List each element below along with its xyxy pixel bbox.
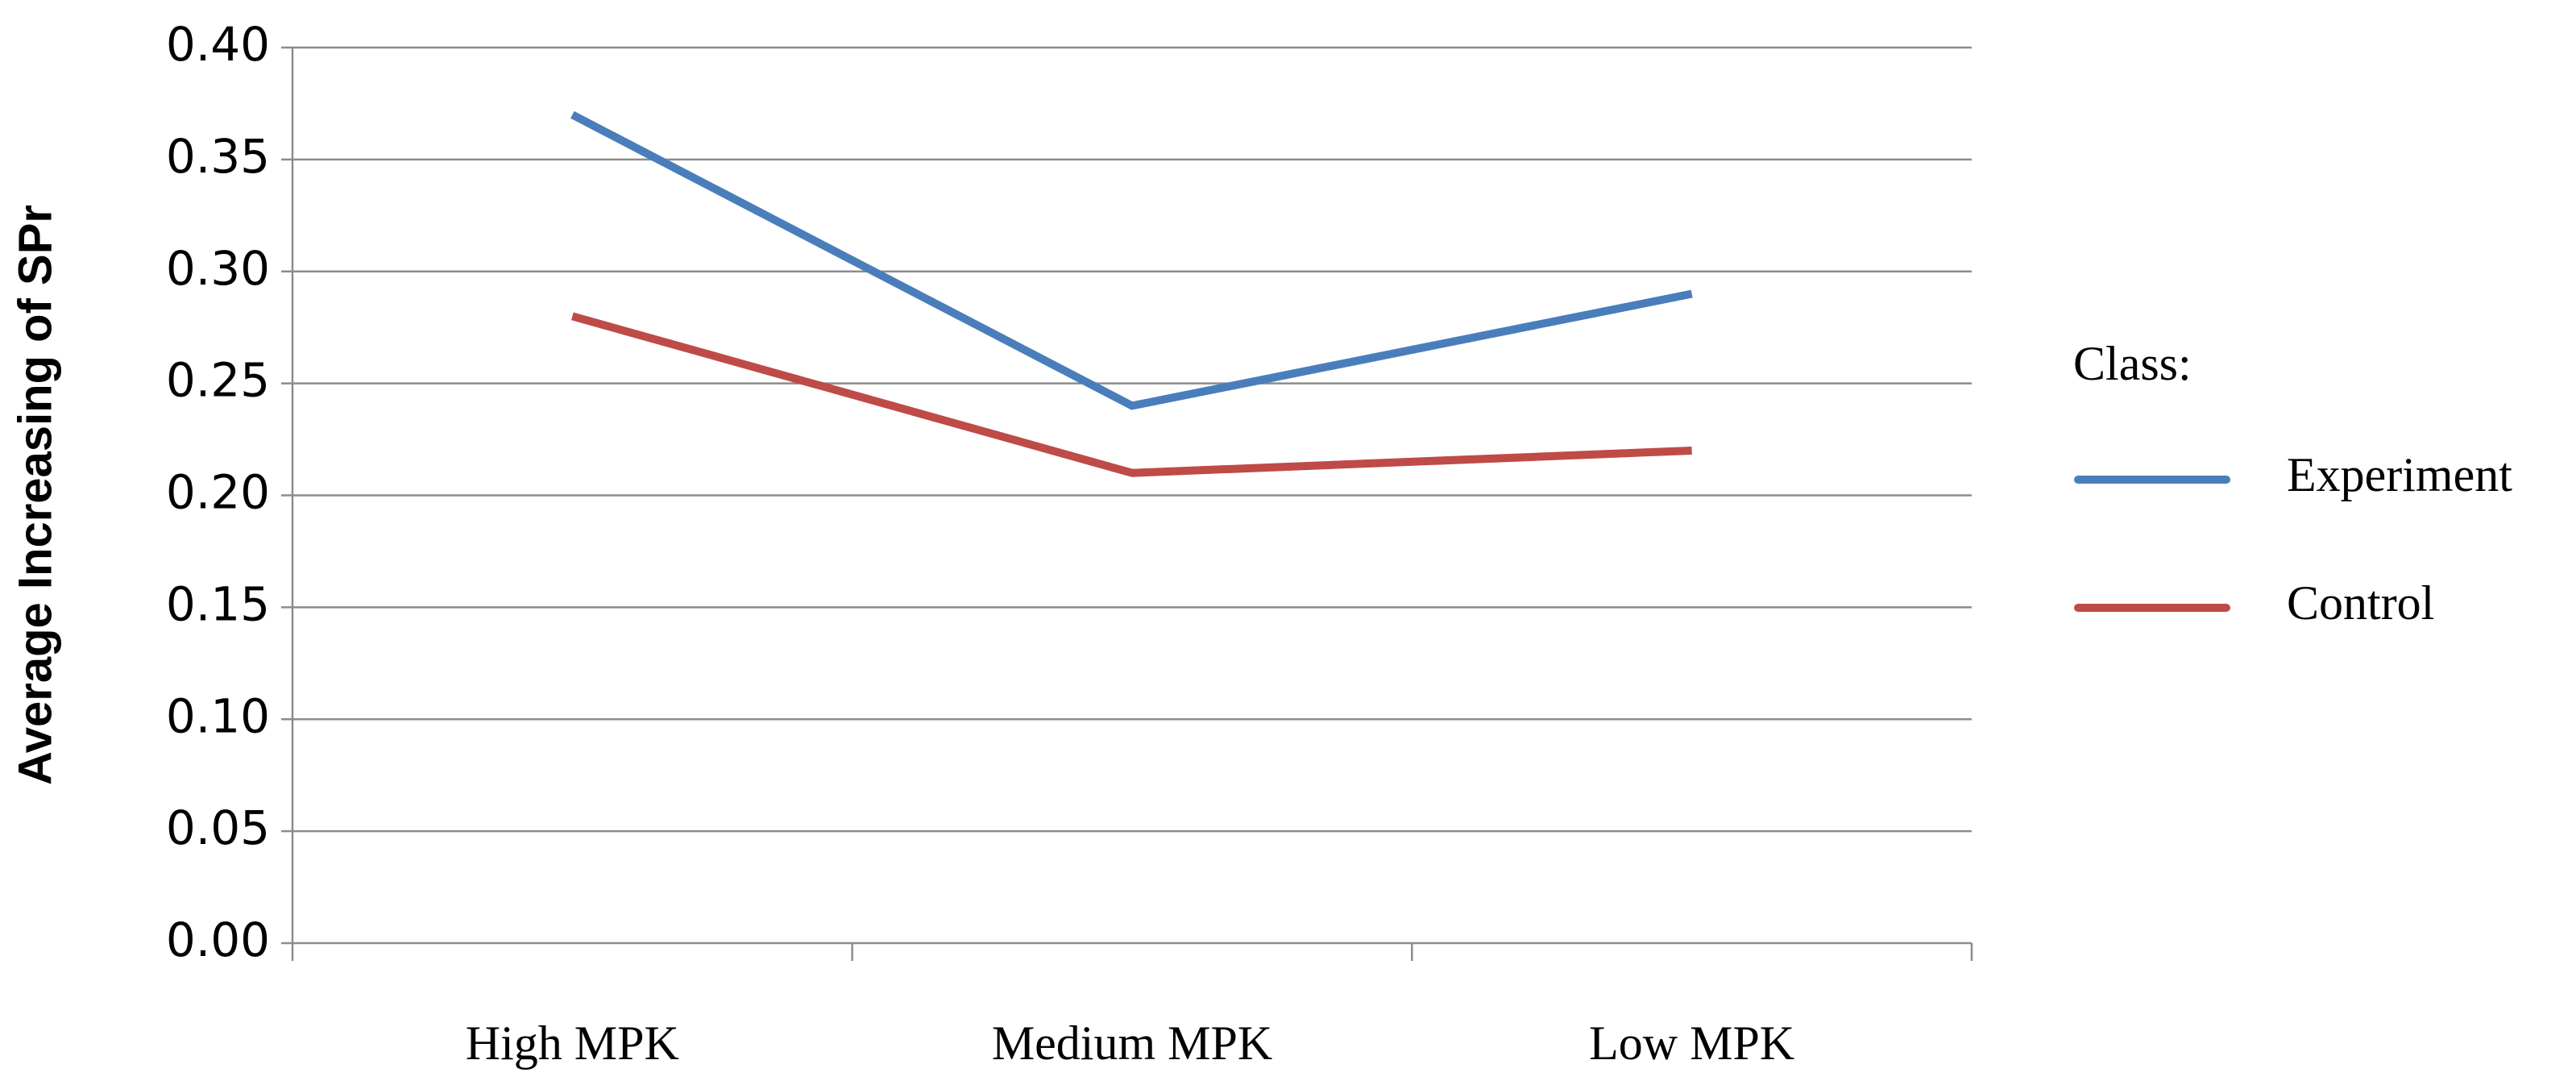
y-tick-label: 0.20 xyxy=(166,465,270,520)
y-tick-label: 0.40 xyxy=(166,17,270,72)
series-line xyxy=(570,312,1692,477)
legend-label: Experiment xyxy=(2287,448,2512,501)
y-tick-label: 0.10 xyxy=(166,688,270,743)
x-tick-label: Low MPK xyxy=(1589,1016,1794,1070)
y-tick-label: 0.25 xyxy=(166,353,270,408)
y-tick-label: 0.00 xyxy=(166,912,270,967)
x-tick-label: Medium MPK xyxy=(992,1016,1272,1070)
y-tick-label: 0.35 xyxy=(166,129,270,184)
y-tick-label: 0.05 xyxy=(166,800,270,855)
legend-label: Control xyxy=(2287,576,2434,630)
y-tick-label: 0.30 xyxy=(166,241,270,296)
legend-title: Class: xyxy=(2073,337,2192,390)
series-line xyxy=(570,110,1693,410)
y-axis-label: Average Increasing of SPr xyxy=(9,205,61,785)
x-tick-label: High MPK xyxy=(466,1016,679,1070)
y-tick-label: 0.15 xyxy=(166,576,270,631)
